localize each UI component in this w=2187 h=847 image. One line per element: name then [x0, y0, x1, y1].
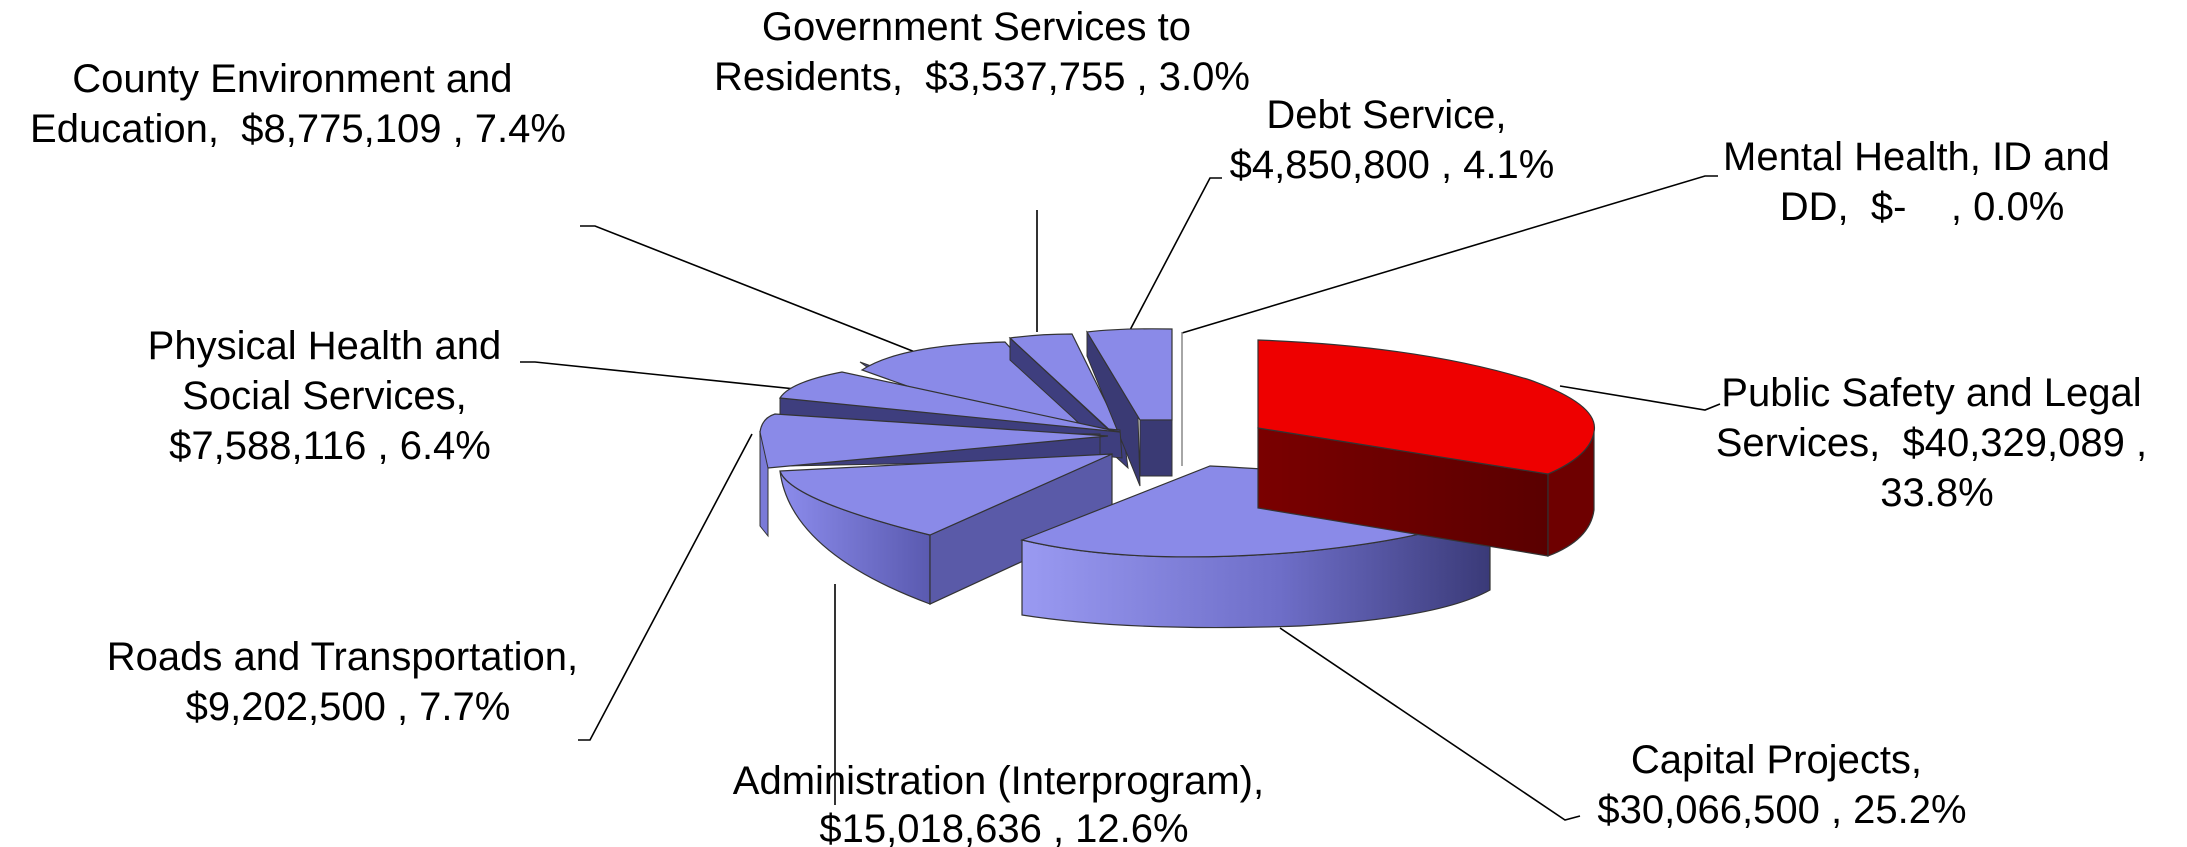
label-gov-services-line-2: Residents, $3,537,755 , 3.0% [714, 55, 1250, 99]
leader-line-mental-health [1181, 175, 1718, 334]
label-physical-health-line-3: $7,588,116 , 6.4% [169, 424, 491, 468]
label-roads-line-2: $9,202,500 , 7.7% [186, 685, 511, 729]
label-county-env-line-2: Education, $8,775,109 , 7.4% [30, 107, 566, 151]
label-public-safety-line-3: 33.8% [1880, 471, 1993, 515]
label-administration-line-1: Administration (Interprogram), [733, 759, 1264, 803]
leader-line-physical-health [520, 361, 806, 391]
label-gov-services: Government Services to Residents, $3,537… [714, 5, 1250, 99]
label-mental-health-line-1: Mental Health, ID and [1723, 135, 2110, 179]
label-capital-line-1: Capital Projects, [1631, 738, 1922, 782]
label-public-safety-line-2: Services, $40,329,089 , [1716, 421, 2147, 465]
leader-line-capital [1279, 627, 1581, 821]
label-public-safety-line-1: Public Safety and Legal [1721, 371, 2141, 415]
slice-debt [1086, 328, 1173, 487]
label-roads: Roads and Transportation, $9,202,500 , 7… [107, 635, 590, 729]
label-physical-health-line-1: Physical Health and [148, 324, 502, 368]
leader-line-public-safety [1559, 385, 1721, 411]
label-gov-services-line-1: Government Services to [762, 5, 1191, 49]
label-mental-health-line-2: DD, $- , 0.0% [1780, 185, 2065, 229]
leader-line-debt [1129, 177, 1222, 331]
label-mental-health: Mental Health, ID and DD, $- , 0.0% [1723, 135, 2121, 229]
label-public-safety: Public Safety and Legal Services, $40,32… [1716, 371, 2159, 515]
label-capital: Capital Projects, $30,066,500 , 25.2% [1597, 738, 1966, 832]
label-county-env-line-1: County Environment and [72, 57, 512, 101]
label-physical-health: Physical Health and Social Services, $7,… [148, 324, 513, 468]
label-county-env: County Environment and Education, $8,775… [30, 57, 566, 151]
label-administration-line-2: $15,018,636 , 12.6% [819, 807, 1188, 847]
label-debt-line-2: $4,850,800 , 4.1% [1230, 143, 1555, 187]
slice-administration [779, 453, 1113, 605]
slice-roads [759, 413, 1109, 538]
label-debt: Debt Service, $4,850,800 , 4.1% [1230, 93, 1555, 187]
label-roads-line-1: Roads and Transportation, [107, 635, 578, 679]
label-physical-health-line-2: Social Services, [182, 374, 467, 418]
leader-line-county-env [580, 225, 916, 353]
slice-public-safety [1257, 339, 1596, 557]
data-labels: Public Safety and Legal Services, $40,32… [30, 5, 2159, 847]
leader-line-roads [578, 433, 753, 741]
label-capital-line-2: $30,066,500 , 25.2% [1597, 788, 1966, 832]
label-debt-line-1: Debt Service, [1266, 93, 1506, 137]
label-administration: Administration (Interprogram), $15,018,6… [733, 759, 1275, 847]
leader-lines [520, 175, 1721, 821]
